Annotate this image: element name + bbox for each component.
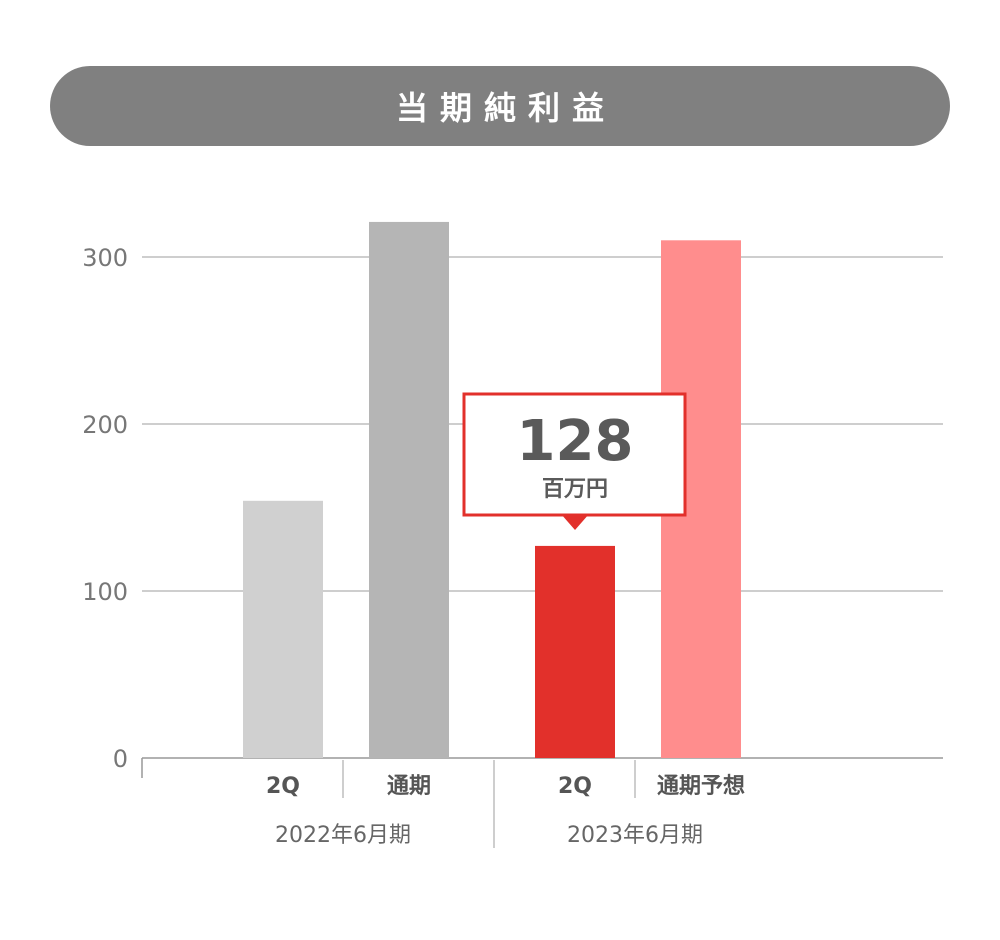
- y-tick-label-300: 300: [82, 244, 128, 272]
- callout-pointer: [561, 514, 589, 530]
- x-category-label-2: 2Q: [558, 774, 592, 799]
- x-category-label-0: 2Q: [266, 774, 300, 799]
- chart-title-bar: 当期純利益: [50, 66, 950, 146]
- y-tick-label-100: 100: [82, 578, 128, 606]
- x-category-label-3: 通期予想: [657, 774, 745, 799]
- callout-value: 128: [517, 409, 634, 474]
- x-category-label-1: 通期: [387, 774, 431, 799]
- group-label-0: 2022年6月期: [275, 823, 411, 848]
- y-tick-label-200: 200: [82, 411, 128, 439]
- callout-box: [462, 392, 687, 517]
- bar-1: [369, 221, 449, 758]
- y-tick-label-0: 0: [113, 745, 128, 773]
- bar-2: [535, 545, 615, 758]
- group-label-1: 2023年6月期: [567, 823, 703, 848]
- bar-0: [243, 500, 323, 758]
- callout-unit: 百万円: [542, 477, 608, 502]
- chart-title: 当期純利益: [395, 89, 616, 127]
